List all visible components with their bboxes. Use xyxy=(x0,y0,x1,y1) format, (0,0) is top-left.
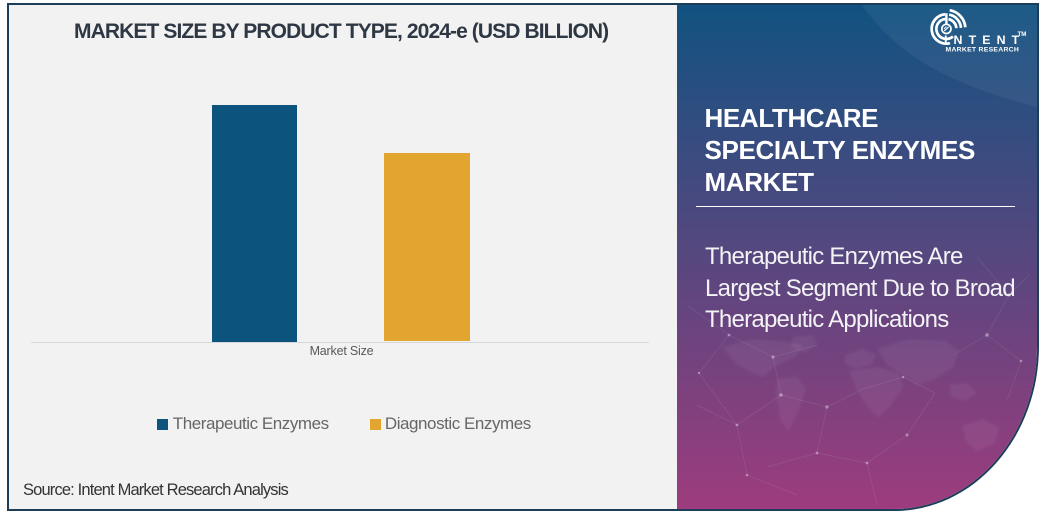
svg-text:MARKET RESEARCH: MARKET RESEARCH xyxy=(946,47,1020,54)
svg-text:TM: TM xyxy=(1018,31,1027,38)
svg-text:INTENT: INTENT xyxy=(944,33,1025,47)
